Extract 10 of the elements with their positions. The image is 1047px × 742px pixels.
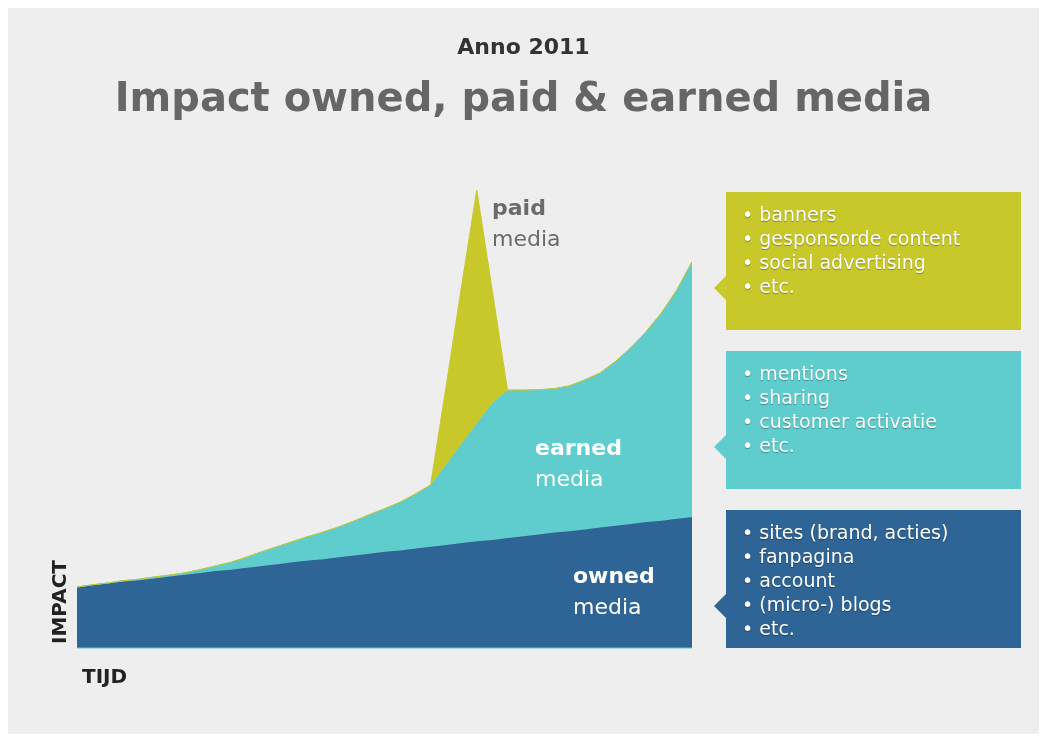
x-axis-title: TIJD [82, 664, 128, 688]
series-label: owned media [573, 562, 655, 621]
series-label: earned media [535, 434, 622, 493]
series-label: paid media [492, 194, 561, 253]
chart-subtitle: Anno 2011 [456, 34, 591, 59]
y-axis-title: IMPACT [47, 560, 71, 644]
text: • sites (brand, acties) • fanpagina • account • (micro-) blogs • etc. [742, 520, 949, 640]
text: • banners • gesponsorde content • social advertising • etc. [742, 202, 961, 298]
text: • mentions • sharing • customer activatie • etc. [742, 361, 937, 457]
chart-title: Impact owned, paid & earned media [113, 74, 934, 120]
